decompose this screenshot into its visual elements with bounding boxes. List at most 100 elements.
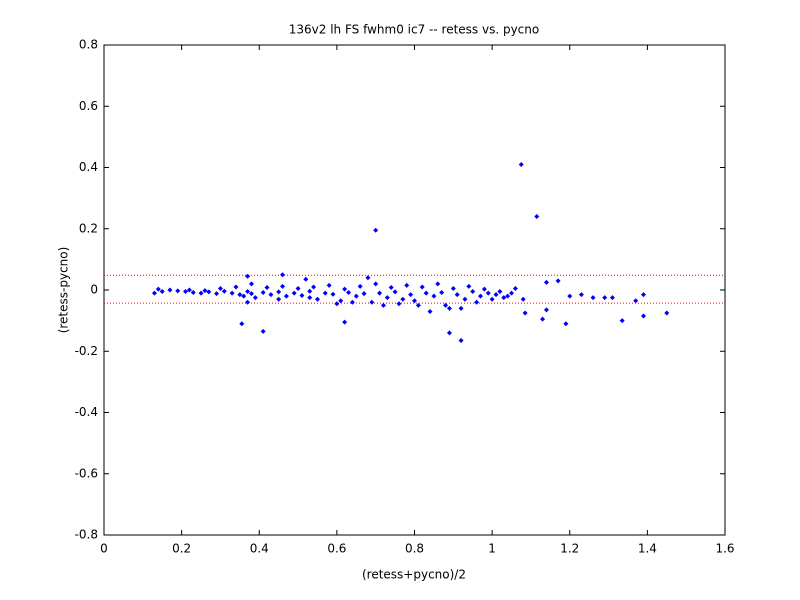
data-point (534, 214, 540, 219)
data-point (415, 302, 421, 308)
data-point (311, 284, 317, 290)
data-point (408, 292, 414, 298)
y-tick-label: 0.8 (79, 38, 98, 52)
data-point (206, 289, 212, 295)
data-point (322, 290, 328, 296)
data-point (501, 295, 507, 301)
data-point (338, 298, 344, 304)
data-point (202, 288, 208, 294)
data-point (412, 298, 417, 304)
data-point (357, 283, 363, 289)
data-point (334, 301, 340, 307)
data-point (260, 328, 266, 334)
data-point (602, 295, 608, 301)
data-point (159, 289, 165, 295)
data-point (493, 292, 499, 298)
data-point (590, 295, 596, 301)
data-point (466, 283, 472, 289)
data-point (520, 296, 526, 302)
data-point (640, 313, 646, 319)
data-point (400, 296, 406, 302)
x-tick-label: 1 (488, 542, 496, 556)
data-point (307, 295, 313, 301)
data-point (349, 299, 355, 305)
data-point (474, 299, 480, 305)
data-point (458, 338, 464, 344)
data-point (217, 285, 223, 291)
data-point (450, 285, 456, 291)
data-point (462, 296, 468, 302)
data-point (388, 285, 394, 291)
data-point (353, 293, 359, 299)
data-point (245, 299, 251, 305)
data-point (664, 310, 670, 316)
data-point (446, 305, 452, 311)
data-point (373, 281, 379, 287)
x-tick-label: 0.6 (327, 542, 346, 556)
data-point (183, 289, 189, 295)
data-point (342, 319, 348, 325)
data-point (346, 289, 352, 295)
chart-title: 136v2 lh FS fwhm0 ic7 -- retess vs. pycn… (289, 23, 539, 37)
data-point (248, 281, 254, 287)
data-point (214, 291, 220, 297)
data-point (280, 283, 286, 289)
data-point (485, 290, 491, 296)
data-point (481, 286, 487, 292)
data-point (175, 288, 181, 294)
data-point (342, 286, 348, 292)
y-tick-label: -0.6 (75, 466, 98, 480)
data-point (543, 307, 549, 313)
y-tick-label: 0.4 (79, 160, 98, 174)
data-point (276, 289, 282, 295)
data-point (233, 284, 239, 290)
data-point (155, 286, 161, 292)
data-point (543, 279, 549, 285)
data-point (443, 302, 449, 308)
data-point (458, 305, 464, 311)
data-point (509, 290, 515, 296)
data-point (295, 285, 301, 291)
data-point (431, 293, 437, 299)
y-axis-label: (retess-pycno) (57, 247, 71, 334)
data-point (427, 308, 433, 314)
data-point (299, 293, 305, 299)
data-point (326, 282, 332, 288)
data-point (167, 287, 173, 293)
data-point (435, 281, 441, 287)
data-point (330, 291, 336, 297)
y-tick-label: 0.2 (79, 221, 98, 235)
data-point (373, 227, 379, 233)
data-point (609, 295, 615, 301)
data-point (237, 292, 243, 298)
data-point (314, 296, 320, 302)
x-axis-label: (retess+pycno)/2 (362, 568, 466, 582)
data-point (470, 289, 476, 295)
data-point (404, 282, 410, 288)
data-point (276, 296, 282, 302)
data-point (239, 321, 245, 327)
data-point (619, 318, 625, 324)
y-tick-label: 0.6 (79, 99, 98, 113)
data-point (303, 276, 309, 282)
data-point (396, 301, 402, 307)
data-point (291, 290, 297, 296)
data-point (555, 278, 561, 284)
data-point (563, 321, 569, 327)
x-tick-label: 0.8 (405, 542, 424, 556)
x-tick-label: 0.4 (250, 542, 269, 556)
data-point (241, 293, 247, 299)
data-point (283, 293, 289, 299)
data-point (540, 316, 546, 322)
y-tick-label: -0.8 (75, 528, 98, 542)
data-point (361, 291, 367, 297)
data-point (260, 289, 266, 295)
data-point (151, 290, 157, 296)
data-point (640, 292, 646, 298)
data-point (419, 284, 425, 290)
data-point (245, 273, 251, 279)
data-point (454, 292, 460, 298)
